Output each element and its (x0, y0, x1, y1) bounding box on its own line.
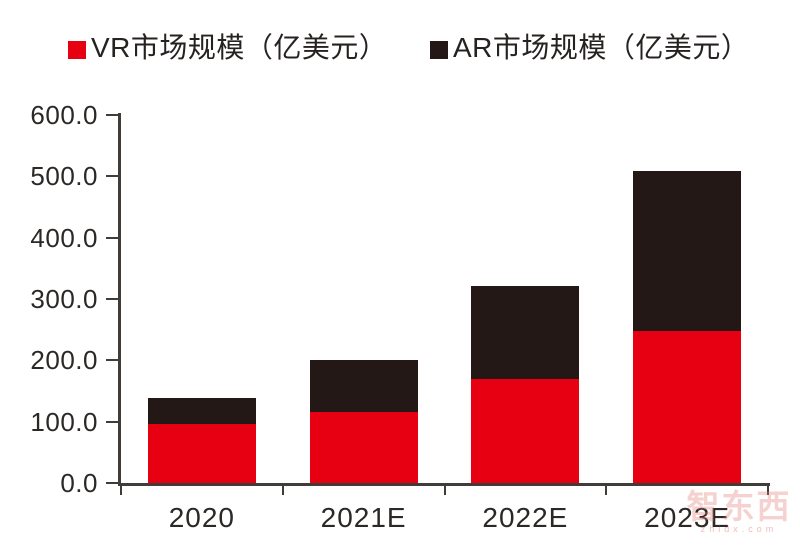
y-tick (106, 420, 118, 423)
x-tick-label-2022E: 2022E (482, 502, 569, 533)
x-tick (120, 486, 122, 495)
x-tick (281, 486, 284, 495)
y-tick (106, 359, 118, 362)
x-tick-label-2020: 2020 (168, 502, 236, 533)
x-axis-line (118, 483, 770, 486)
y-tick-label: 200.0 (30, 345, 98, 376)
ar-legend-swatch-icon (430, 40, 448, 59)
y-tick-label: 100.0 (30, 406, 98, 437)
bar-vr-2022E (471, 378, 580, 483)
bar-ar-2021E (309, 360, 418, 413)
bar-ar-2023E (633, 171, 742, 331)
y-tick-label: 0.0 (60, 468, 98, 498)
y-tick (106, 482, 118, 484)
y-tick (106, 175, 118, 178)
bar-ar-2020 (147, 398, 256, 425)
bar-ar-2022E (471, 285, 580, 379)
bar-vr-2020 (147, 424, 256, 483)
bar-vr-2023E (633, 330, 742, 483)
x-tick (767, 486, 769, 495)
vr-legend-label: VR市场规模（亿美元） (91, 32, 388, 63)
legend-item-ar: AR市场规模（亿美元） (430, 31, 749, 65)
y-tick-label: 500.0 (30, 161, 98, 192)
y-tick (106, 236, 118, 239)
y-tick-label: 600.0 (30, 100, 98, 130)
vr-legend-swatch-icon (68, 40, 86, 59)
legend-item-vr: VR市场规模（亿美元） (68, 31, 387, 65)
bar-vr-2021E (309, 412, 418, 483)
y-tick-label: 400.0 (30, 222, 98, 253)
ar-legend-label: AR市场规模（亿美元） (453, 32, 750, 63)
x-tick-label-2023E: 2023E (644, 502, 731, 533)
y-tick (106, 114, 118, 116)
x-tick-label-2021E: 2021E (320, 502, 407, 533)
x-tick (605, 486, 608, 495)
x-tick (443, 486, 446, 495)
y-tick-label: 300.0 (30, 284, 98, 314)
y-tick (106, 298, 118, 300)
y-axis-line (118, 113, 121, 486)
